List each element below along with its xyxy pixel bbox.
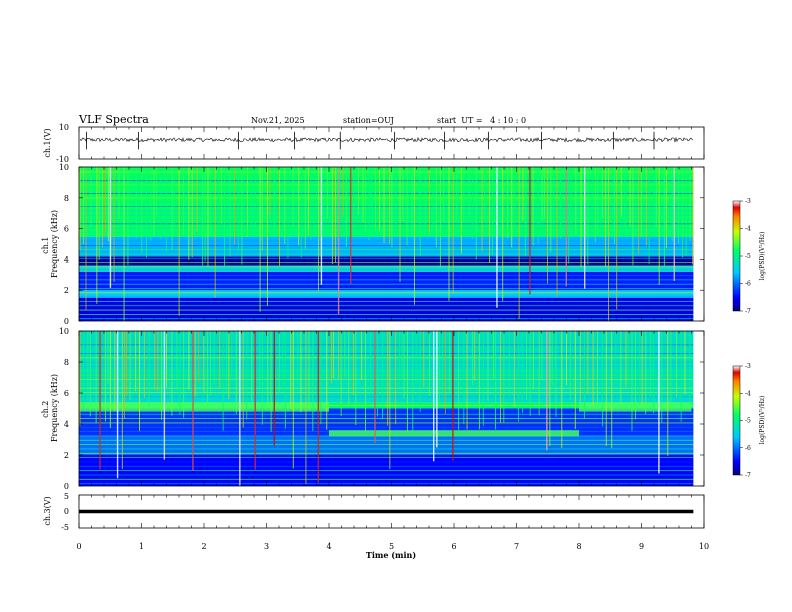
- ch1-colorbar-label: log(PSD)(V²/Hz): [759, 232, 766, 281]
- colorbar-tick-label: -6: [745, 281, 751, 288]
- spectrogram-segment-band: [329, 430, 579, 437]
- ch2-spectrogram-ylabel: ch.2 Frequency (kHz): [41, 374, 59, 442]
- ch2-colorbar-ticks: -3 -4 -5 -6 -7: [740, 363, 751, 479]
- ch1-colorbar-ticks: -3 -4 -5 -6 -7: [740, 198, 751, 315]
- ch1-ylabel: ch.1(V): [43, 128, 52, 157]
- spectrogram-band: [79, 265, 694, 272]
- ch1-spectrogram-ylabel-line1: ch.1: [41, 237, 50, 254]
- y-tick-label: 4: [64, 255, 69, 264]
- ch3-ylabel: ch.3(V): [43, 496, 52, 525]
- ch2-colorbar-label: log(PSD)(V²/Hz): [759, 396, 766, 445]
- y-tick-label: 6: [64, 389, 69, 398]
- ch2-spectrogram-ylabel-line2: Frequency (kHz): [50, 374, 59, 442]
- spectrogram-segment-band: [79, 402, 329, 412]
- x-tick-label: 4: [326, 542, 331, 551]
- x-tick-label: 1: [139, 542, 144, 551]
- y-tick-label: 4: [64, 420, 69, 429]
- y-tick-label: 0: [64, 482, 69, 491]
- y-tick-label: 2: [64, 286, 69, 295]
- ch2-spectrogram-yticks: 0 2 4 6 8 10: [59, 327, 704, 491]
- ch1-spectrogram-heatmap: [79, 167, 704, 321]
- y-tick-label: 6: [64, 225, 69, 234]
- colorbar-tick-label: -4: [745, 390, 751, 397]
- spectrogram-band: [79, 167, 694, 237]
- spectrogram-band: [79, 256, 694, 266]
- station-label: station=OUJ: [343, 116, 394, 125]
- ch1-spectrogram-yticks: 0 2 4 6 8 10: [59, 163, 704, 326]
- ch3-ytick-top: 5: [64, 492, 69, 501]
- ch1-ytick-top: 10: [59, 123, 69, 132]
- colorbar-tick-label: -4: [745, 226, 751, 233]
- ch3-waveform-panel: 5 0 -5 ch.3(V) 0 1 2 3 4 5 6 7 8 9 10 Time (min): [43, 492, 709, 560]
- colorbar-tick-label: -6: [745, 445, 751, 452]
- spectrogram-band: [79, 236, 694, 257]
- ch1-ytick-bottom: -10: [56, 155, 69, 164]
- y-tick-label: 2: [64, 451, 69, 460]
- time-axis-label: Time (min): [366, 550, 416, 560]
- spectrogram-band: [79, 436, 694, 455]
- spectrogram-band: [79, 271, 694, 291]
- x-tick-label: 6: [451, 542, 456, 551]
- colorbar-tick-label: -5: [745, 418, 751, 425]
- ch1-waveform-trace: [79, 136, 694, 143]
- ch1-waveform-ticks: [78, 127, 705, 159]
- ch3-waveform-ticks: [78, 495, 705, 528]
- ch3-ytick-bottom: -5: [61, 523, 69, 532]
- ch1-spectrogram-panel: 0 2 4 6 8 10 ch.1 Frequency (kHz): [41, 163, 705, 326]
- ch1-spectrogram-ylabel: ch.1 Frequency (kHz): [41, 210, 59, 278]
- x-tick-label: 10: [699, 542, 709, 551]
- colorbar-tick-label: -3: [745, 198, 751, 205]
- x-tick-label: 8: [576, 542, 581, 551]
- x-tick-label: 5: [389, 542, 394, 551]
- ch2-spectrogram-ylabel-line1: ch.2: [41, 401, 50, 418]
- colorbar-tick-label: -7: [745, 472, 751, 479]
- y-tick-label: 10: [59, 327, 69, 336]
- ch2-colorbar: -3 -4 -5 -6 -7 log(PSD)(V²/Hz): [732, 363, 766, 479]
- ch1-spectrogram-ylabel-line2: Frequency (kHz): [50, 210, 59, 278]
- time-axis-tick-labels: 0 1 2 3 4 5 6 7 8 9 10: [76, 542, 709, 551]
- figure-title: VLF Spectra: [78, 113, 149, 126]
- ch2-spectrogram-heatmap: [79, 331, 704, 486]
- colorbar-tick-label: -7: [745, 308, 751, 315]
- x-tick-label: 9: [639, 542, 644, 551]
- spectrogram-band: [79, 290, 694, 298]
- ch1-waveform-panel: 10 -10 ch.1(V): [43, 123, 705, 164]
- x-tick-label: 2: [201, 542, 206, 551]
- ch1-colorbar: -3 -4 -5 -6 -7 log(PSD)(V²/Hz): [732, 198, 766, 315]
- ch1-spectrogram-ticks: [78, 167, 705, 321]
- colorbar-tick-label: -3: [745, 363, 751, 370]
- y-tick-label: 0: [64, 317, 69, 326]
- ch2-spectrogram-ticks: [78, 331, 705, 486]
- colorbar-tick-label: -5: [745, 253, 751, 260]
- ch2-spectrogram-panel: 0 2 4 6 8 10 ch.2 Frequency (kHz): [41, 327, 705, 491]
- y-tick-label: 8: [64, 358, 69, 367]
- x-tick-label: 0: [76, 542, 81, 551]
- x-tick-label: 3: [264, 542, 269, 551]
- x-tick-label: 7: [514, 542, 519, 551]
- ch3-ytick-mid: 0: [64, 507, 69, 516]
- date-label: Nov.21, 2025: [251, 116, 305, 125]
- start-time-label: start UT = 4 : 10 : 0: [437, 116, 526, 125]
- spectrogram-band: [79, 297, 694, 321]
- y-tick-label: 10: [59, 163, 69, 172]
- y-tick-label: 8: [64, 194, 69, 203]
